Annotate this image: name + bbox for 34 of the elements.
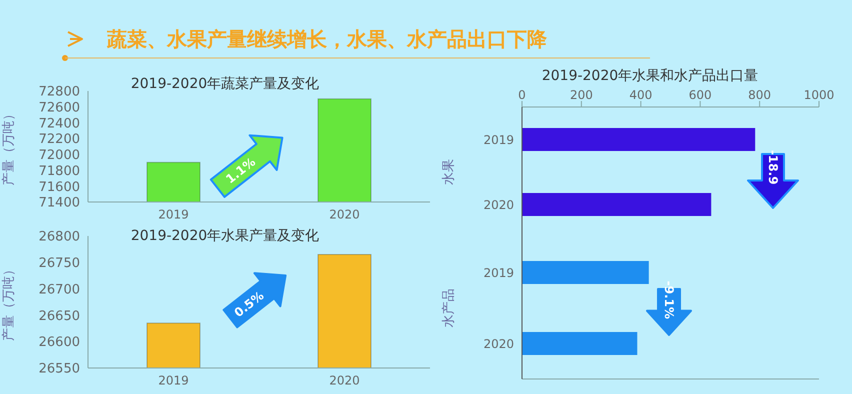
x-tick-label: 600 — [688, 88, 712, 102]
x-tick-label: 0 — [518, 88, 526, 102]
y-tick-label: 71600 — [38, 180, 80, 195]
y-tick-label: 2019 — [483, 266, 514, 280]
y-tick-label: 71400 — [38, 196, 80, 211]
y-tick-label: 72600 — [38, 100, 80, 116]
y-tick-label: 2020 — [483, 336, 514, 351]
x-tick-label: 1000 — [804, 88, 834, 102]
annotation: -18.9 — [766, 150, 780, 185]
text: 蔬菜、水果产量继续增长，水果、水产品出口下降 — [107, 26, 547, 53]
y-axis-title: 产量（万吨） — [2, 263, 17, 341]
y-tick-label: 26800 — [38, 230, 80, 245]
y-tick-label: 26650 — [38, 308, 80, 324]
y-tick-label: 26750 — [38, 256, 80, 272]
y-tick-label: 72400 — [38, 116, 80, 132]
chart-title: 2019-2020年蔬菜产量及变化 — [130, 76, 320, 92]
x-tick-label: 200 — [570, 88, 593, 102]
y-tick-label: 72800 — [38, 84, 80, 100]
x-tick-label: 400 — [629, 88, 652, 102]
chart-title: 2019-2020年水果产量及变化 — [130, 228, 320, 244]
annotation: -9.1% — [662, 280, 676, 320]
y-axis-title: 水果 — [442, 159, 457, 185]
y-tick-label: 2020 — [483, 198, 514, 212]
y-axis-title: 产量（万吨） — [2, 108, 17, 186]
y-tick-label: 2019 — [483, 132, 514, 147]
y-tick-label: 26700 — [38, 282, 80, 298]
x-tick-label: 800 — [748, 88, 772, 102]
y-tick-label: 26600 — [38, 335, 80, 350]
chart-title: 2019-2020年水果和水产品出口量 — [540, 67, 760, 85]
y-axis-title: 水产品 — [442, 288, 457, 328]
y-tick-label: 72200 — [38, 132, 80, 148]
y-tick-label: 71800 — [38, 164, 80, 179]
y-tick-label: 72000 — [38, 148, 80, 164]
y-tick-label: 26550 — [38, 362, 80, 377]
